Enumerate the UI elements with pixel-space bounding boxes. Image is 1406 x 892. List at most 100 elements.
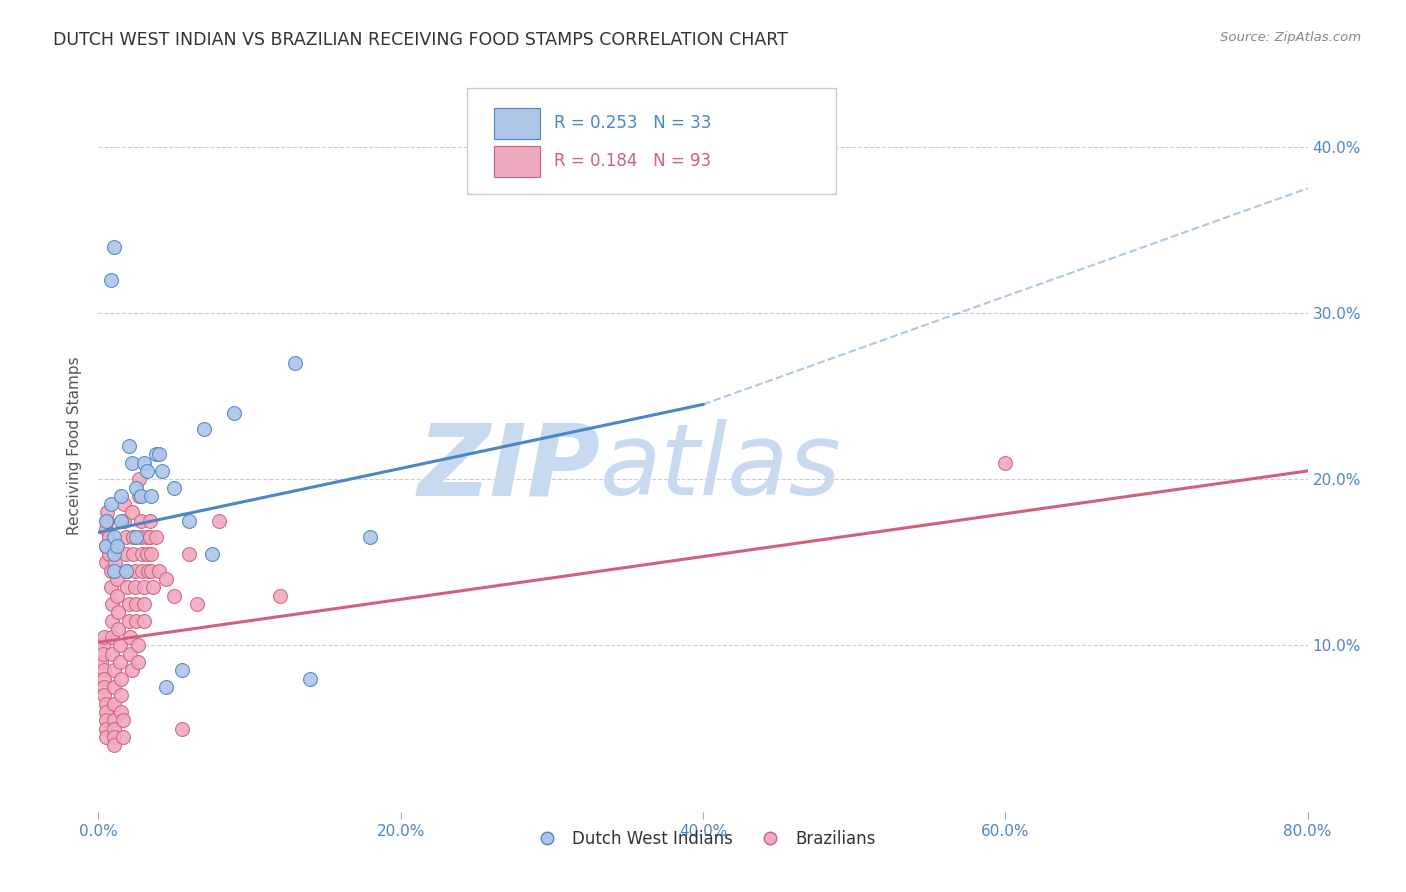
Point (150, 464, 173, 478)
Point (136, 564, 159, 578)
Point (107, 605, 129, 619)
Point (90, 655, 112, 669)
Text: R = 0.253   N = 33: R = 0.253 N = 33 (554, 114, 711, 132)
Point (118, 614, 141, 628)
Point (121, 664, 143, 678)
Point (269, 589, 291, 603)
Point (124, 564, 146, 578)
Point (139, 514, 162, 528)
Point (94, 697, 117, 711)
Point (201, 547, 224, 561)
Point (103, 530, 125, 544)
Point (114, 564, 136, 578)
Point (132, 580, 155, 594)
Point (120, 630, 142, 644)
Point (148, 564, 170, 578)
Point (170, 722, 193, 736)
Point (110, 705, 132, 719)
Point (103, 714, 125, 728)
Point (101, 614, 124, 628)
Point (104, 539, 127, 553)
Point (128, 489, 150, 503)
Point (103, 738, 125, 752)
Point (129, 489, 152, 503)
Point (193, 422, 215, 436)
FancyBboxPatch shape (467, 87, 837, 194)
Point (93, 672, 115, 686)
Point (132, 456, 155, 470)
Point (93, 630, 115, 644)
Point (284, 356, 307, 370)
Point (96, 514, 118, 528)
Text: R = 0.184   N = 93: R = 0.184 N = 93 (554, 153, 711, 170)
Point (105, 572, 128, 586)
Point (100, 497, 122, 511)
Point (103, 547, 125, 561)
Point (132, 614, 155, 628)
Point (98, 530, 121, 544)
Point (94, 705, 117, 719)
Point (131, 547, 153, 561)
Point (125, 614, 148, 628)
Point (170, 664, 193, 678)
Point (129, 530, 152, 544)
Point (360, 530, 382, 544)
Point (94, 730, 117, 744)
Text: atlas: atlas (600, 419, 842, 516)
Point (120, 647, 142, 661)
Point (103, 564, 125, 578)
Legend: Dutch West Indians, Brazilians: Dutch West Indians, Brazilians (524, 823, 882, 855)
Point (108, 639, 131, 653)
Point (135, 530, 157, 544)
Point (103, 239, 125, 253)
Point (145, 530, 167, 544)
Point (100, 564, 122, 578)
Point (94, 539, 117, 553)
Point (103, 697, 125, 711)
Point (121, 456, 143, 470)
Point (142, 580, 165, 594)
Point (112, 514, 135, 528)
Text: Source: ZipAtlas.com: Source: ZipAtlas.com (1220, 31, 1361, 45)
Point (101, 630, 124, 644)
Point (100, 273, 122, 287)
Point (114, 547, 136, 561)
Point (94, 714, 117, 728)
Text: ZIP: ZIP (418, 419, 600, 516)
Point (135, 464, 157, 478)
Point (208, 514, 231, 528)
Point (94, 522, 117, 536)
Text: DUTCH WEST INDIAN VS BRAZILIAN RECEIVING FOOD STAMPS CORRELATION CHART: DUTCH WEST INDIAN VS BRAZILIAN RECEIVING… (53, 31, 789, 49)
Point (132, 597, 155, 611)
Point (91, 647, 114, 661)
Point (105, 589, 128, 603)
Point (135, 547, 157, 561)
Bar (494, 146, 540, 177)
Point (115, 564, 138, 578)
Point (121, 506, 143, 520)
Point (148, 447, 170, 461)
Point (125, 481, 148, 495)
Point (131, 564, 153, 578)
Point (141, 564, 163, 578)
Point (104, 555, 127, 569)
Point (125, 597, 148, 611)
Point (111, 730, 134, 744)
Point (163, 589, 186, 603)
Point (111, 714, 134, 728)
Point (94, 539, 117, 553)
Point (299, 672, 322, 686)
Point (128, 472, 150, 486)
Point (179, 547, 201, 561)
Point (98, 547, 121, 561)
Point (100, 580, 122, 594)
Point (93, 689, 115, 703)
Point (101, 597, 124, 611)
Point (118, 597, 141, 611)
Point (186, 597, 208, 611)
Y-axis label: Receiving Food Stamps: Receiving Food Stamps (67, 357, 83, 535)
Point (93, 664, 115, 678)
Point (103, 664, 125, 678)
Point (127, 655, 149, 669)
Point (103, 722, 125, 736)
